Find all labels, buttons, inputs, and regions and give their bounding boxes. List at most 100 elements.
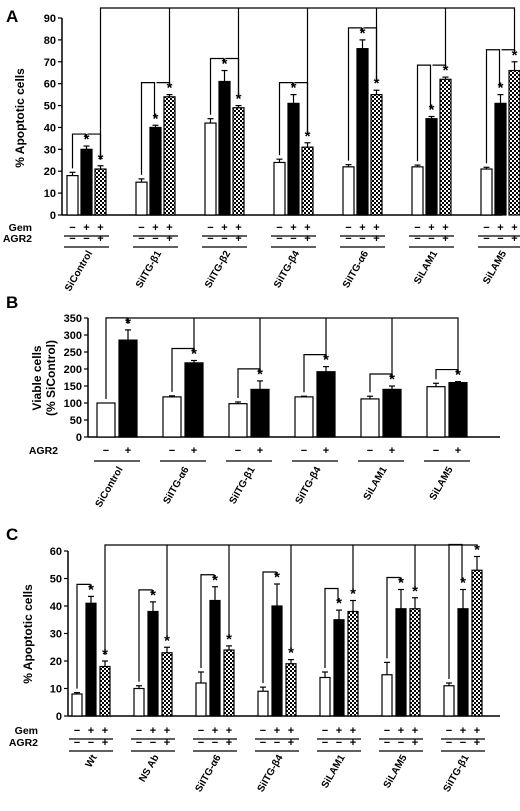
bar: [342, 166, 355, 216]
treatment-sign: +: [102, 737, 108, 749]
y-tick-label: 0: [50, 210, 56, 222]
y-tick-label: 50: [70, 415, 82, 427]
bar: [209, 599, 221, 717]
category-label: SiControl: [94, 465, 126, 510]
significance-star: *: [350, 586, 356, 603]
significance-star: *: [455, 367, 461, 384]
treatment-sign: +: [350, 725, 356, 737]
significance-star: *: [305, 128, 311, 145]
category-label: SiITG-β4: [294, 465, 324, 506]
significance-star: *: [150, 587, 156, 604]
treatment-sign: −: [198, 737, 204, 749]
treatment-sign: −: [276, 222, 282, 234]
y-tick-label: 90: [44, 13, 56, 25]
treatment-sign: +: [288, 725, 294, 737]
bar: [147, 610, 159, 717]
treatment-sign: +: [497, 222, 503, 234]
significance-star: *: [389, 371, 395, 388]
bar: [443, 685, 455, 717]
significance-star: *: [360, 25, 366, 42]
treatment-sign: +: [221, 222, 227, 234]
y-tick-label: 200: [64, 364, 82, 376]
y-axis-label: % Apoptotic cells: [13, 68, 27, 168]
bar: [135, 181, 148, 216]
category-label: SiITG-α6: [341, 249, 371, 291]
y-tick-label: 40: [44, 122, 56, 134]
comparison-bracket: [303, 354, 326, 393]
bar: [71, 693, 83, 717]
category-label: SiITG-β1: [442, 753, 472, 794]
treatment-sign: −: [322, 725, 328, 737]
bar: [508, 69, 520, 216]
significance-star: *: [212, 572, 218, 589]
significance-star: *: [336, 595, 342, 612]
category-label: SiITG-β4: [256, 753, 286, 794]
treatment-sign: −: [428, 233, 434, 245]
bar: [457, 608, 469, 717]
treatment-sign: +: [97, 222, 103, 234]
y-tick-label: 300: [64, 330, 82, 342]
treatment-sign: −: [74, 725, 80, 737]
comparison-bracket: [237, 368, 260, 398]
bar: [118, 339, 138, 438]
comparison-bracket: [262, 571, 277, 684]
treatment-sign: −: [260, 737, 266, 749]
bar: [381, 674, 393, 717]
comparison-bracket: [140, 82, 156, 175]
comparison-bracket: [485, 49, 501, 164]
significance-star: *: [236, 91, 242, 108]
treatment-sign: +: [460, 725, 466, 737]
treatment-sign: +: [373, 222, 379, 234]
bar: [316, 371, 336, 438]
y-tick-label: 350: [64, 313, 82, 325]
treatment-sign: −: [138, 222, 144, 234]
treatment-sign: −: [74, 737, 80, 749]
treatment-sign: +: [257, 445, 263, 457]
treatment-sign: −: [414, 233, 420, 245]
treatment-sign: −: [69, 222, 75, 234]
bar: [161, 652, 173, 717]
category-label: SiLAM5: [382, 753, 410, 791]
treatment-row-label: AGR2: [9, 737, 38, 749]
treatment-sign: +: [212, 725, 218, 737]
treatment-sign: −: [136, 737, 142, 749]
treatment-sign: −: [433, 445, 439, 457]
treatment-sign: −: [483, 233, 489, 245]
significance-star: *: [323, 352, 329, 369]
treatment-sign: +: [102, 725, 108, 737]
panel-a: A % Apoptotic cells 0 10 20 30 40 50 60 70 80 90 * * −…: [3, 7, 520, 293]
bar: [149, 126, 162, 216]
y-tick-label: 0: [56, 711, 62, 723]
comparison-bracket: [435, 368, 458, 380]
significance-star: *: [398, 575, 404, 592]
treatment-sign: +: [373, 233, 379, 245]
bar: [333, 619, 345, 717]
treatment-sign: −: [260, 725, 266, 737]
y-tick-label: 100: [64, 398, 82, 410]
treatment-sign: +: [304, 233, 310, 245]
treatment-row-label: AGR2: [3, 233, 32, 245]
bar: [162, 396, 182, 438]
treatment-sign: +: [398, 725, 404, 737]
y-tick-label: 70: [44, 57, 56, 69]
bar: [360, 398, 380, 438]
treatment-sign: −: [367, 445, 373, 457]
treatment-sign: −: [301, 445, 307, 457]
y-tick-label: 30: [44, 144, 56, 156]
panel-b: B Viable cells(% SiControl) 0 50 100 150 200 25…: [6, 293, 500, 509]
category-label: NS Ab: [137, 753, 161, 784]
treatment-row-label: AGR2: [29, 445, 58, 457]
treatment-sign: −: [384, 725, 390, 737]
treatment-sign: +: [350, 737, 356, 749]
bar: [232, 107, 245, 216]
treatment-sign: +: [164, 725, 170, 737]
treatment-sign: +: [359, 222, 365, 234]
treatment-sign: +: [152, 222, 158, 234]
treatment-sign: −: [446, 737, 452, 749]
treatment-sign: +: [290, 222, 296, 234]
bar: [409, 608, 421, 717]
bar: [448, 382, 468, 438]
y-tick-label: 10: [50, 684, 62, 696]
treatment-row-label: Gem: [15, 725, 38, 737]
treatment-sign: −: [88, 737, 94, 749]
